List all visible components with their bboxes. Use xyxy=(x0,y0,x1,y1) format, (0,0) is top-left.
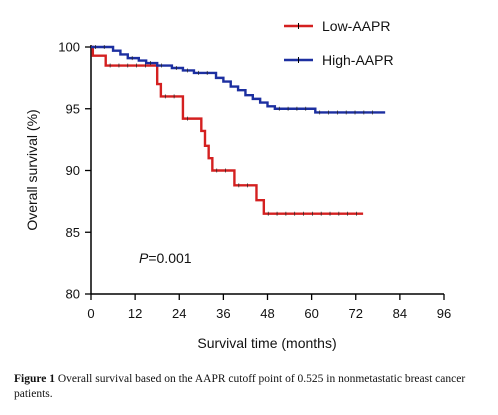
km-plot: 0 12 24 36 48 60 72 84 96 80 85 90 95 100 Survival t… xyxy=(24,18,451,351)
x-tick-label: 12 xyxy=(128,306,142,321)
y-tick-label: 90 xyxy=(66,163,80,178)
x-tick-label: 0 xyxy=(87,306,94,321)
x-tick-label: 24 xyxy=(172,306,186,321)
caption-label: Figure 1 xyxy=(14,373,55,385)
x-ticks: 0 12 24 36 48 60 72 84 96 xyxy=(87,294,451,321)
y-ticks: 80 85 90 95 100 xyxy=(58,40,91,302)
x-tick-label: 84 xyxy=(393,306,407,321)
p-value-text: =0.001 xyxy=(148,250,191,266)
x-tick-label: 96 xyxy=(437,306,451,321)
x-tick-label: 48 xyxy=(260,306,274,321)
x-axis-title: Survival time (months) xyxy=(197,335,336,351)
censor-marks-high-aapr xyxy=(95,45,374,115)
y-axis-title: Overall survival (%) xyxy=(24,109,40,230)
p-value-annotation: P=0.001 xyxy=(139,250,192,266)
figure-caption: Figure 1 Overall survival based on the A… xyxy=(14,372,484,402)
x-tick-label: 72 xyxy=(349,306,363,321)
x-tick-label: 36 xyxy=(216,306,230,321)
caption-text: Overall survival based on the AAPR cutof… xyxy=(14,373,466,400)
series-line-high-aapr xyxy=(91,45,386,114)
p-value-symbol: P xyxy=(139,250,149,266)
series-line-low-aapr xyxy=(91,45,364,215)
y-tick-label: 85 xyxy=(66,225,80,240)
legend-label-low-aapr: Low-AAPR xyxy=(322,18,390,34)
y-tick-label: 100 xyxy=(58,40,80,55)
y-tick-label: 80 xyxy=(66,287,80,302)
censor-marks-low-aapr xyxy=(109,63,357,216)
x-tick-label: 60 xyxy=(304,306,318,321)
legend: Low-AAPR High-AAPR xyxy=(284,18,394,68)
series-layer xyxy=(91,45,386,216)
legend-label-high-aapr: High-AAPR xyxy=(322,52,394,68)
y-tick-label: 95 xyxy=(66,101,80,116)
